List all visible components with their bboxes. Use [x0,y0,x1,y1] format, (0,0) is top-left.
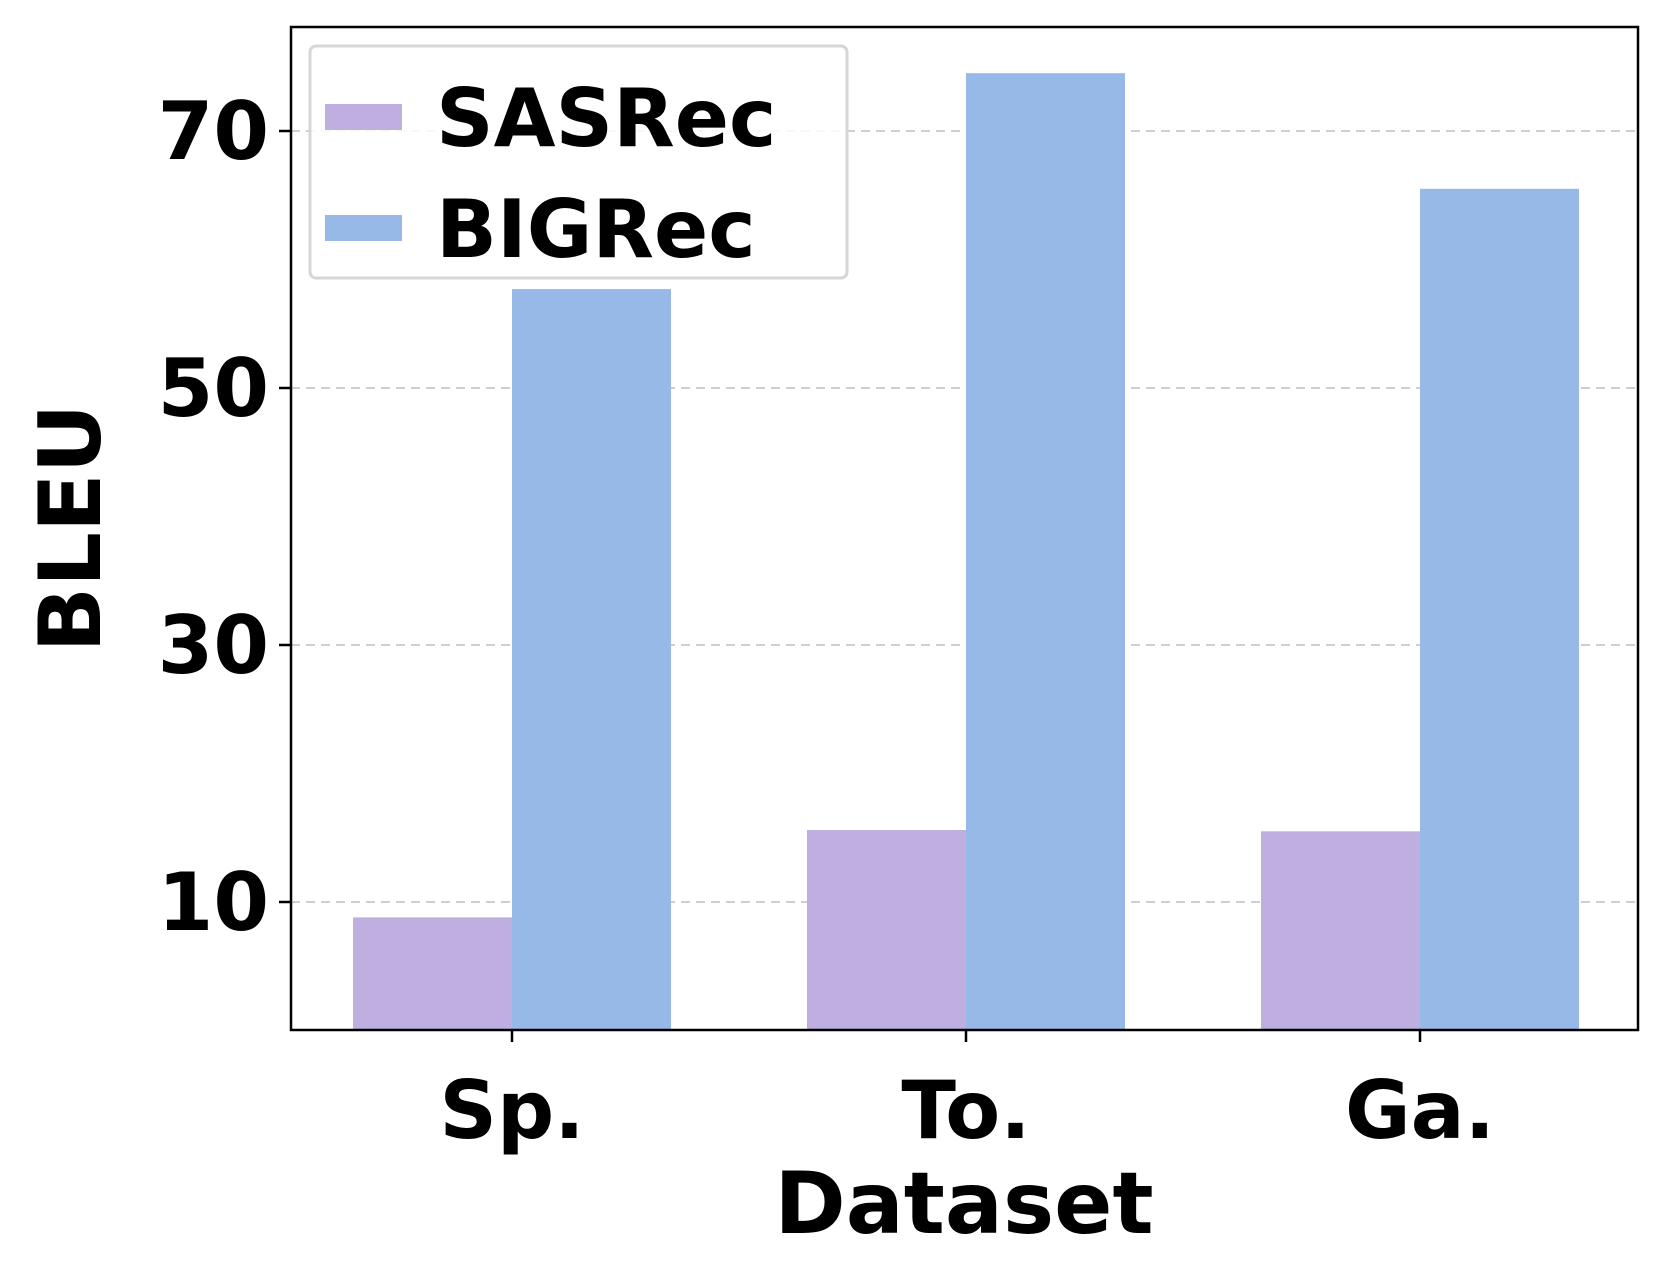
legend-label-sasrec: SASRec [436,72,776,165]
bar-bigrec-to [966,73,1125,1031]
legend-box [308,44,849,280]
x-tick-label-to: To. [901,1064,1030,1157]
y-axis-ticks: 10 30 50 70 [158,85,291,949]
bar-sasrec-sp [353,917,512,1030]
y-tick-label-10: 10 [158,856,269,949]
bar-sasrec-to [807,830,966,1030]
x-tick-label-sp: Sp. [439,1064,584,1157]
x-axis-ticks: Sp. To. Ga. [439,1030,1495,1157]
legend-label-bigrec: BIGRec [436,183,756,276]
y-tick-label-30: 30 [158,599,269,692]
y-tick-label-70: 70 [158,85,269,178]
bars [353,73,1579,1031]
legend: SASRec BIGRec [308,44,849,280]
plot-frame [289,25,1640,1032]
y-tick-label-50: 50 [158,342,269,435]
y-axis-label: BLEU [21,404,121,653]
x-tick-label-ga: Ga. [1345,1064,1495,1157]
bar-bigrec-ga [1420,188,1579,1030]
legend-swatch-bigrec [325,215,402,241]
legend-swatch-sasrec [325,104,402,130]
bar-sasrec-ga [1261,831,1420,1030]
bar-bigrec-sp [512,289,671,1030]
x-axis-label: Dataset [774,1154,1153,1254]
